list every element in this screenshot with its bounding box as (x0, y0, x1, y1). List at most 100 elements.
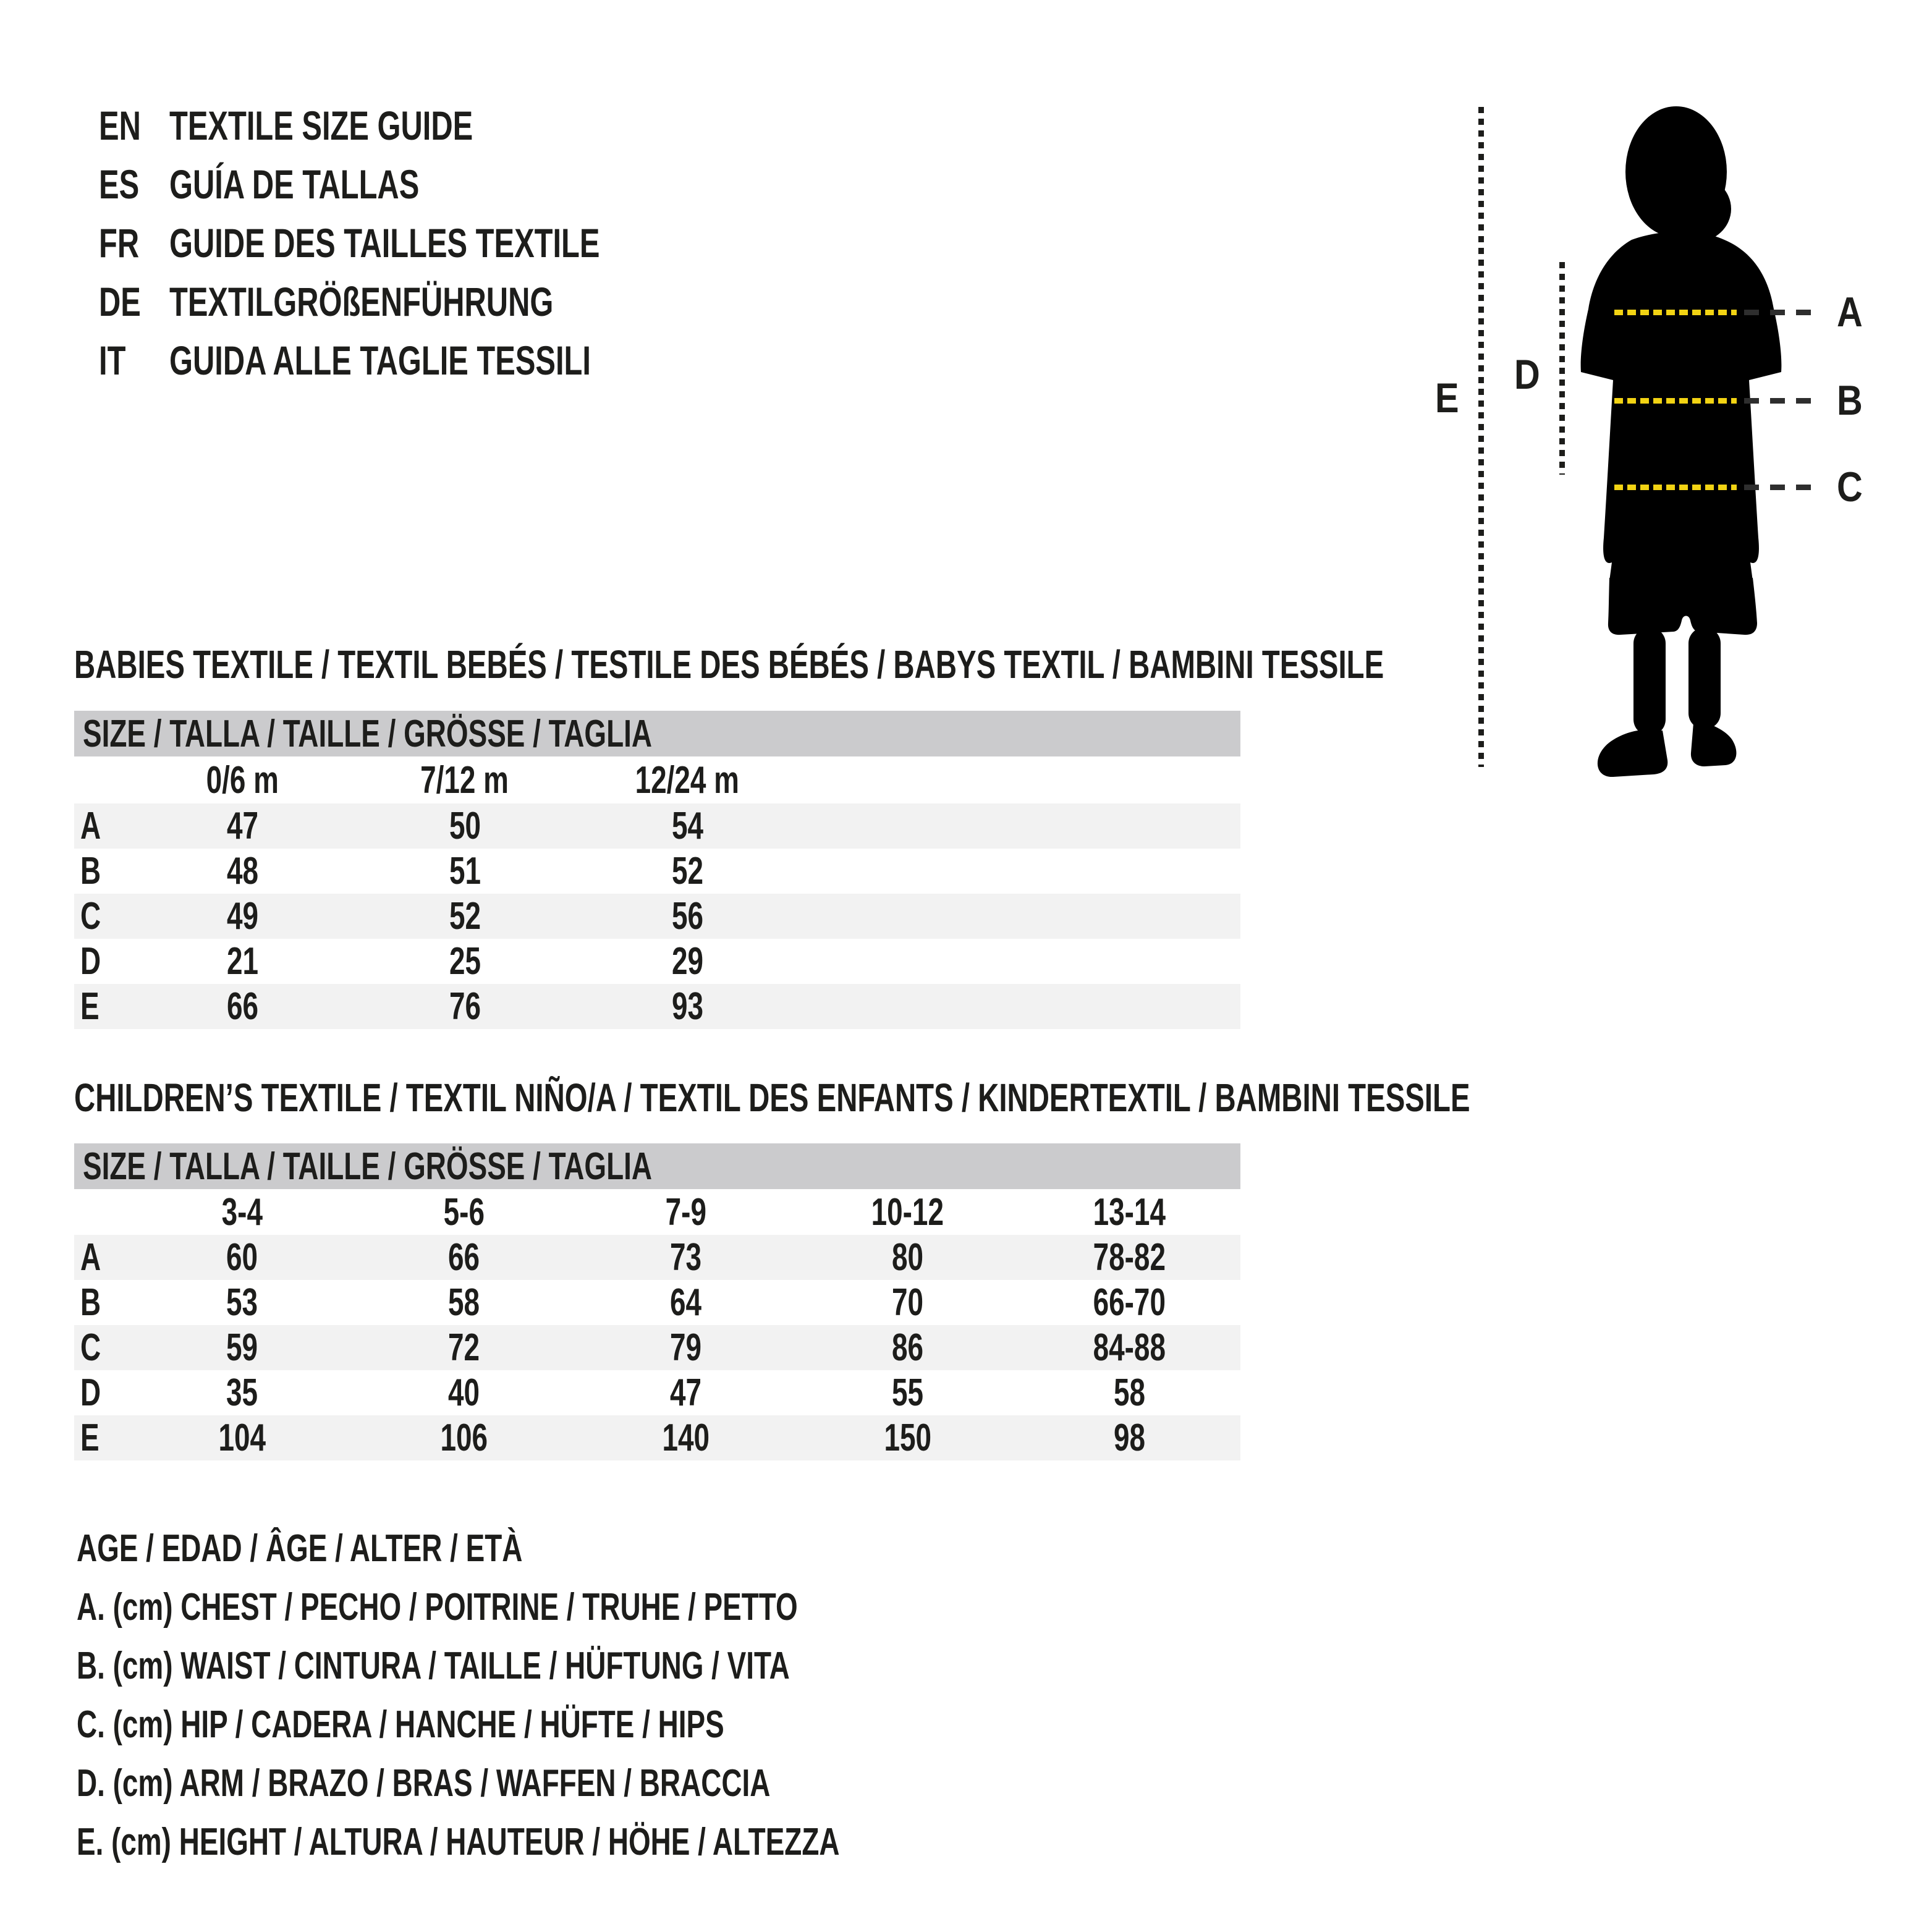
table-row-a: A 60 66 73 80 78-82 (74, 1235, 1240, 1280)
language-code: FR (99, 219, 140, 266)
guide-title-de: TEXTILGRÖßENFÜHRUNG (169, 278, 554, 324)
children-size-header: SIZE / TALLA / TAILLE / GRÖSSE / TAGLIA (74, 1143, 1240, 1189)
row-label: D (80, 1371, 101, 1414)
row-label: E (80, 985, 100, 1028)
measurement-legend: AGE / EDAD / ÂGE / ALTER / ETÀ A. (cm) C… (77, 1519, 1108, 1871)
guide-title-en: TEXTILE SIZE GUIDE (169, 102, 473, 148)
table-cell: 84-88 (1093, 1326, 1166, 1369)
language-row-it: IT GUIDA ALLE TAGLIE TESSILI (99, 331, 751, 389)
table-cell: 140 (662, 1417, 710, 1459)
legend-chest: A. (cm) CHEST / PECHO / POITRINE / TRUHE… (77, 1586, 798, 1629)
table-cell: 52 (449, 895, 481, 938)
table-cell: 59 (226, 1326, 258, 1369)
column-header: 7-9 (665, 1190, 706, 1234)
figure-label-height: E (1435, 375, 1459, 422)
table-cell: 86 (891, 1326, 924, 1369)
column-header: 0/6 m (206, 758, 279, 802)
table-cell: 79 (669, 1326, 702, 1369)
table-cell: 106 (440, 1417, 488, 1459)
table-cell: 35 (226, 1371, 258, 1414)
hip-leader-line (1744, 485, 1817, 490)
babies-section-heading: BABIES TEXTILE / TEXTIL BEBÉS / TESTILE … (74, 642, 1384, 687)
language-code: ES (99, 161, 140, 207)
guide-title-fr: GUIDE DES TAILLES TEXTILE (169, 219, 600, 266)
table-cell: 80 (891, 1236, 924, 1279)
figure-label-arm: D (1514, 351, 1540, 398)
table-cell: 93 (671, 985, 703, 1028)
table-cell: 29 (671, 940, 703, 983)
guide-title-it: GUIDA ALLE TAGLIE TESSILI (169, 337, 591, 383)
column-header: 10-12 (871, 1190, 944, 1234)
children-column-header-row: 3-4 5-6 7-9 10-12 13-14 (74, 1189, 1240, 1235)
table-cell: 52 (671, 850, 703, 892)
column-header: 3-4 (221, 1190, 263, 1234)
legend-hip: C. (cm) HIP / CADERA / HANCHE / HÜFTE / … (77, 1703, 724, 1746)
row-label: C (80, 895, 101, 938)
table-row-c: C 49 52 56 (74, 894, 1240, 939)
table-cell: 64 (669, 1281, 702, 1324)
column-header: 7/12 m (420, 758, 509, 802)
chest-measure-line (1614, 310, 1737, 315)
language-code: DE (99, 278, 141, 324)
table-cell: 73 (669, 1236, 702, 1279)
guide-title-es: GUÍA DE TALLAS (169, 161, 420, 207)
column-header: 12/24 m (635, 758, 740, 802)
legend-arm: D. (cm) ARM / BRAZO / BRAS / WAFFEN / BR… (77, 1762, 771, 1805)
column-header: 13-14 (1093, 1190, 1166, 1234)
table-row-c: C 59 72 79 86 84-88 (74, 1325, 1240, 1370)
babies-size-header: SIZE / TALLA / TAILLE / GRÖSSE / TAGLIA (74, 711, 1240, 756)
table-row-a: A 47 50 54 (74, 803, 1240, 849)
row-label: D (80, 940, 101, 983)
table-cell: 104 (218, 1417, 266, 1459)
table-row-b: B 48 51 52 (74, 849, 1240, 894)
table-cell: 55 (891, 1371, 924, 1414)
table-cell: 50 (449, 805, 481, 847)
legend-height: E. (cm) HEIGHT / ALTURA / HAUTEUR / HÖHE… (77, 1821, 840, 1863)
language-row-de: DE TEXTILGRÖßENFÜHRUNG (99, 272, 751, 331)
table-cell: 49 (226, 895, 258, 938)
row-label: A (80, 805, 101, 847)
legend-waist: B. (cm) WAIST / CINTURA / TAILLE / HÜFTU… (77, 1645, 790, 1687)
table-cell: 58 (1113, 1371, 1146, 1414)
table-cell: 51 (449, 850, 481, 892)
table-cell: 25 (449, 940, 481, 983)
table-cell: 56 (671, 895, 703, 938)
table-cell: 150 (884, 1417, 931, 1459)
table-cell: 54 (671, 805, 703, 847)
language-row-es: ES GUÍA DE TALLAS (99, 155, 751, 213)
table-cell: 66-70 (1093, 1281, 1166, 1324)
children-size-table: SIZE / TALLA / TAILLE / GRÖSSE / TAGLIA … (74, 1143, 1240, 1460)
row-label: B (80, 850, 101, 892)
legend-age: AGE / EDAD / ÂGE / ALTER / ETÀ (77, 1527, 523, 1570)
table-row-d: D 35 40 47 55 58 (74, 1370, 1240, 1415)
table-cell: 78-82 (1093, 1236, 1166, 1279)
row-label: C (80, 1326, 101, 1369)
table-row-b: B 53 58 64 70 66-70 (74, 1280, 1240, 1325)
table-cell: 72 (447, 1326, 480, 1369)
babies-size-table: SIZE / TALLA / TAILLE / GRÖSSE / TAGLIA … (74, 711, 1240, 1029)
language-title-list: EN TEXTILE SIZE GUIDE ES GUÍA DE TALLAS … (99, 96, 751, 389)
table-cell: 66 (447, 1236, 480, 1279)
children-section-heading: CHILDREN’S TEXTILE / TEXTIL NIÑO/A / TEX… (74, 1075, 1470, 1120)
height-measure-line (1478, 107, 1484, 767)
table-row-e: E 66 76 93 (74, 984, 1240, 1029)
waist-leader-line (1744, 398, 1817, 404)
hip-measure-line (1614, 485, 1737, 490)
table-row-e: E 104 106 140 150 98 (74, 1415, 1240, 1460)
table-cell: 40 (447, 1371, 480, 1414)
table-cell: 48 (226, 850, 258, 892)
table-cell: 76 (449, 985, 481, 1028)
language-code: EN (99, 102, 141, 148)
waist-measure-line (1614, 398, 1737, 404)
table-cell: 58 (447, 1281, 480, 1324)
language-row-en: EN TEXTILE SIZE GUIDE (99, 96, 751, 155)
arm-measure-line (1559, 262, 1565, 475)
language-row-fr: FR GUIDE DES TAILLES TEXTILE (99, 213, 751, 272)
table-cell: 66 (226, 985, 258, 1028)
language-code: IT (99, 337, 126, 383)
figure-label-waist: B (1837, 377, 1863, 424)
figure-label-chest: A (1837, 289, 1863, 336)
row-label: B (80, 1281, 101, 1324)
table-cell: 21 (226, 940, 258, 983)
